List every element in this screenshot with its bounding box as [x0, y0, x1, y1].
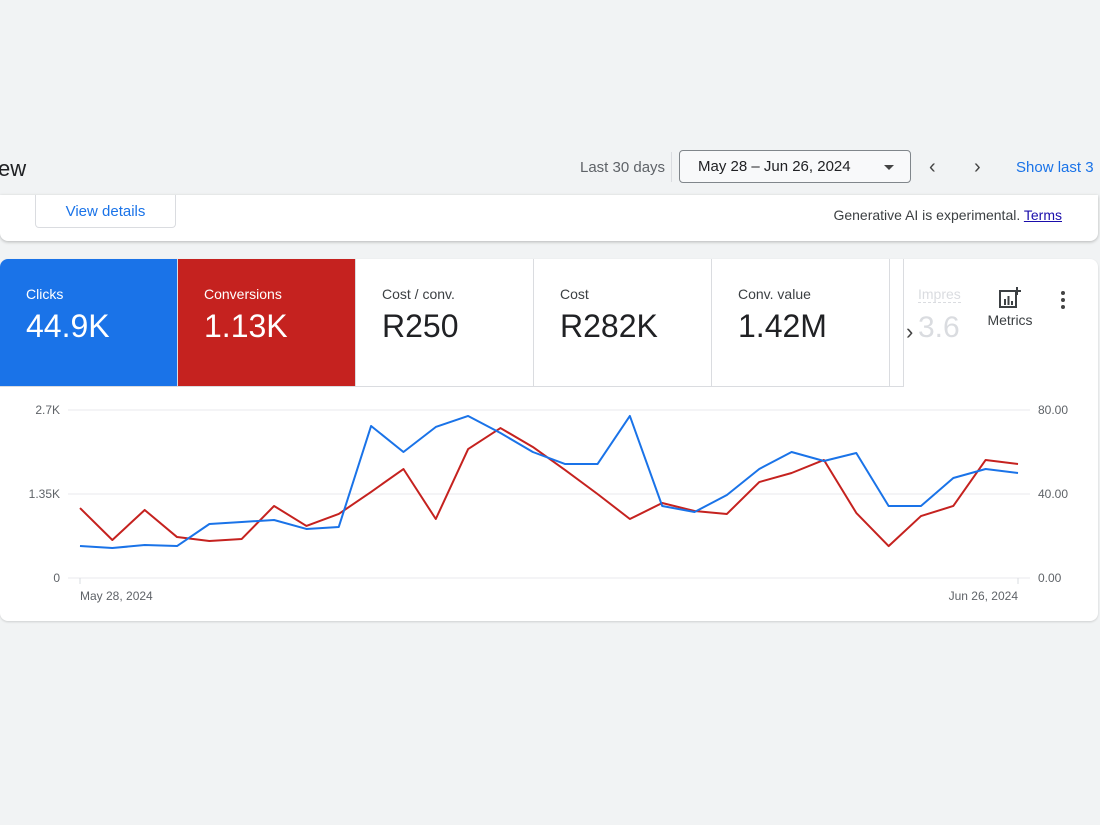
metric-value: 1.42M [738, 308, 827, 344]
metrics-label: Metrics [987, 312, 1033, 328]
y-left-tick-label: 1.35K [29, 487, 60, 501]
add-chart-icon [999, 287, 1021, 308]
terms-link[interactable]: Terms [1023, 207, 1062, 223]
metric-tile-impressions[interactable]: Impres 3.6 [918, 286, 961, 345]
chevron-left-icon[interactable]: ‹ [929, 156, 936, 178]
metric-value: R250 [382, 308, 459, 344]
y-left-tick-label: 2.7K [35, 403, 60, 417]
date-range-label: Last 30 days [580, 159, 666, 176]
x-tick-label: May 28, 2024 [80, 589, 153, 603]
metrics-button[interactable]: Metrics [982, 287, 1038, 328]
page-title: ew [0, 156, 27, 181]
date-range-dropdown[interactable]: May 28 – Jun 26, 2024 [679, 150, 911, 183]
metric-value: 1.13K [204, 308, 288, 344]
y-right-tick-label: 80.00 [1038, 403, 1068, 417]
metric-label: Conversions [204, 286, 282, 302]
metric-label: Cost [560, 286, 589, 302]
show-last-link[interactable]: Show last 3 [1016, 159, 1094, 176]
metric-tile-conv-value[interactable]: Conv. value 1.42M [712, 259, 890, 387]
metric-tile-impressions-edge [890, 259, 904, 387]
metric-tile-conversions[interactable]: Conversions 1.13K [178, 259, 356, 387]
ai-note-text: Generative AI is experimental. [833, 207, 1021, 223]
divider [671, 152, 672, 182]
metric-value: 3.6 [918, 311, 960, 344]
x-tick-label: Jun 26, 2024 [949, 589, 1019, 603]
ai-disclaimer: Generative AI is experimental. Terms [833, 207, 1062, 223]
metric-value: 44.9K [26, 308, 110, 344]
metric-label: Clicks [26, 286, 64, 302]
metric-label: Cost / conv. [382, 286, 455, 302]
chevron-right-icon[interactable]: › [974, 156, 981, 178]
metric-label: Conv. value [738, 286, 811, 302]
ai-summary-card: View details Generative AI is experiment… [0, 195, 1098, 241]
metric-tile-clicks[interactable]: Clicks 44.9K [0, 259, 178, 387]
series-line-clicks [79, 414, 1019, 550]
caret-down-icon [884, 165, 894, 170]
date-range-value: May 28 – Jun 26, 2024 [698, 158, 851, 175]
chevron-right-icon[interactable]: › [906, 319, 914, 344]
view-details-button[interactable]: View details [35, 195, 176, 228]
y-right-tick-label: 40.00 [1038, 487, 1068, 501]
y-left-tick-label: 0 [53, 571, 60, 585]
more-options-icon[interactable] [1059, 291, 1067, 311]
metric-tile-cost[interactable]: Cost R282K [534, 259, 712, 387]
metric-tile-cost-per-conv[interactable]: Cost / conv. R250 [356, 259, 534, 387]
metric-label: Impres [918, 286, 961, 303]
metric-value: R282K [560, 308, 658, 344]
performance-card: Clicks 44.9K Conversions 1.13K Cost / co… [0, 259, 1098, 621]
y-right-tick-label: 0.00 [1038, 571, 1062, 585]
performance-chart: 0 0.00 1.35K 40.00 2.7K 80.00 May 28, 2024 Jun … [29, 403, 1069, 603]
